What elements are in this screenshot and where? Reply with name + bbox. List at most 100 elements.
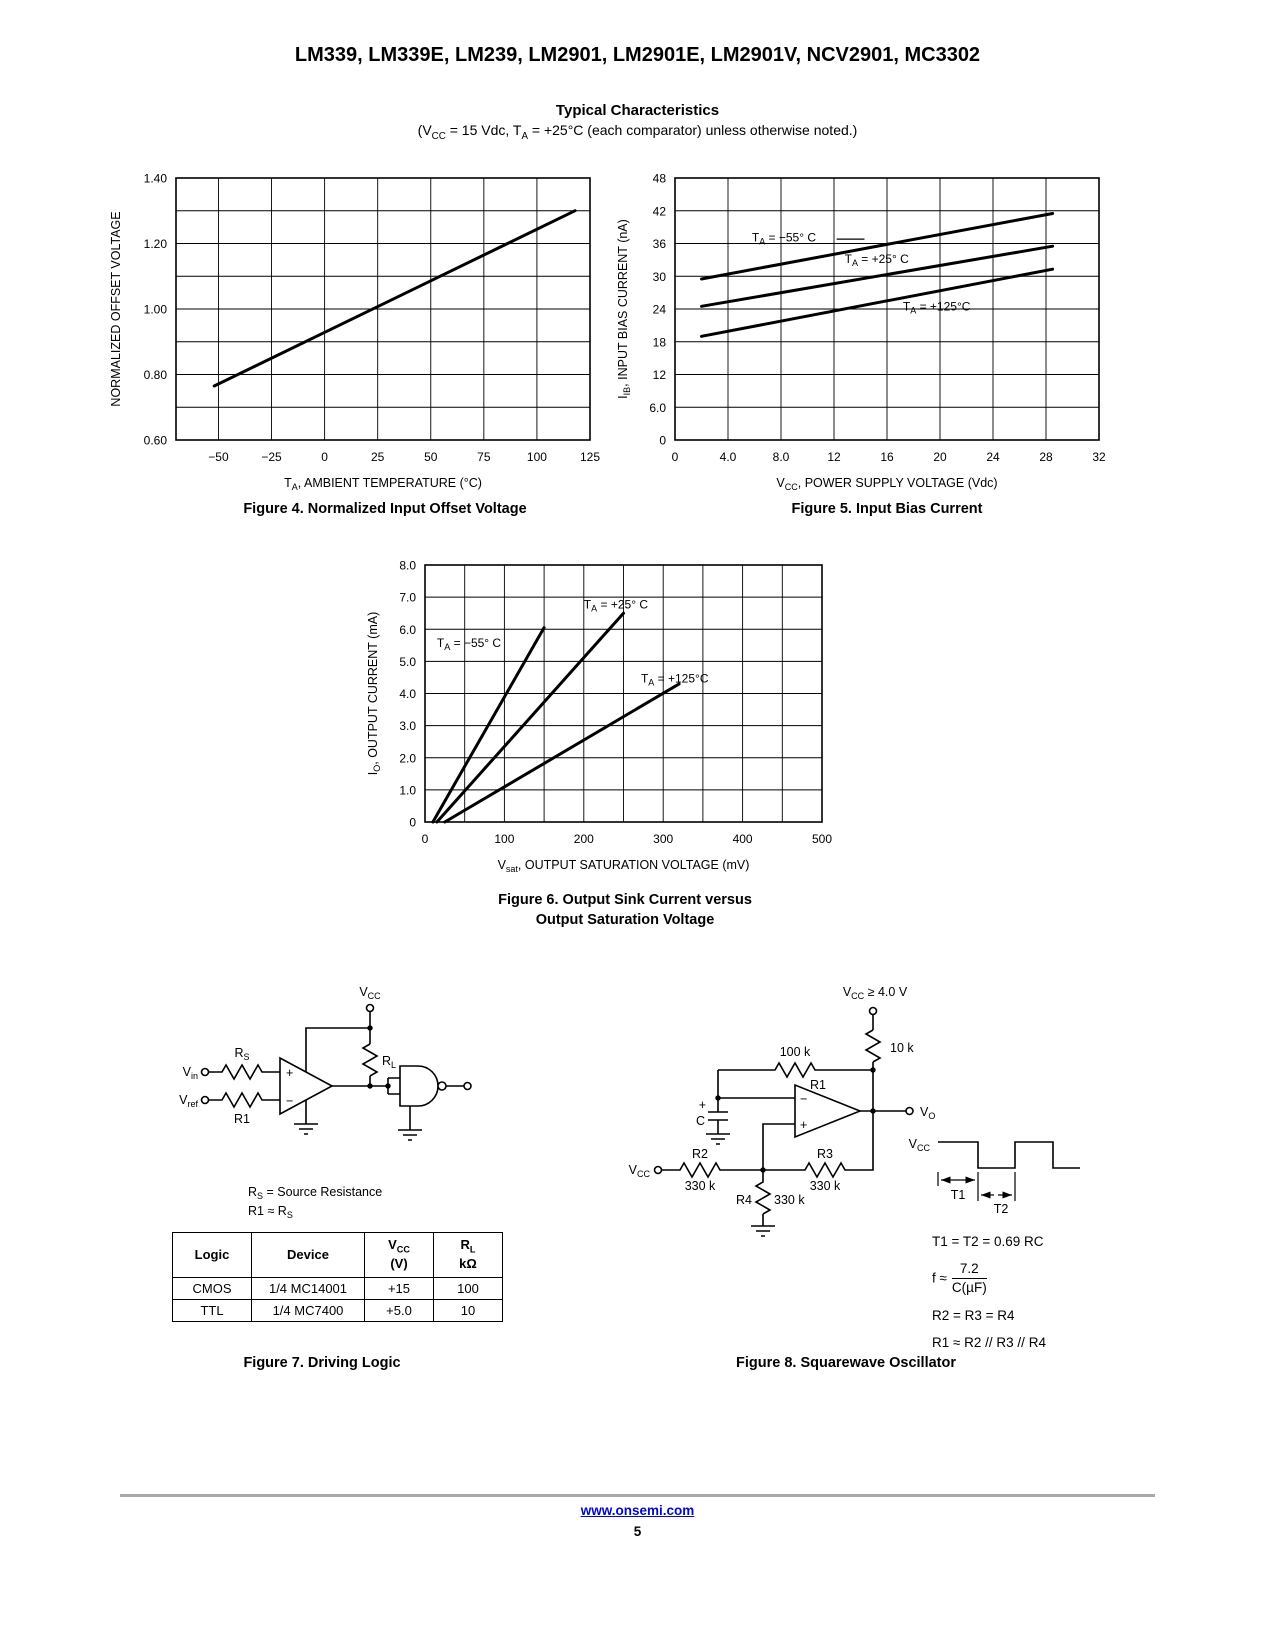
page-number: 5 xyxy=(633,1524,642,1539)
section-conditions: (VCC = 15 Vdc, TA = +25°C (each comparat… xyxy=(417,122,858,142)
feedback-resistor-r1: 100 k R1 xyxy=(717,1045,876,1098)
vcc-supply: VCC xyxy=(305,985,381,1072)
resistor-network: VCC R2 330 k R3 330 k R4 330 k xyxy=(629,1111,874,1237)
figure4-caption: Figure 4. Normalized Input Offset Voltag… xyxy=(243,501,527,517)
figure5-caption: Figure 5. Input Bias Current xyxy=(791,501,983,517)
driving-logic-table: Logic Device VCC (V) RL kΩ CMOS 1/4 MC1400… xyxy=(172,1232,503,1322)
capacitor-c: + C xyxy=(696,1098,730,1145)
vcc-supply: VCC ≥ 4.0 V xyxy=(843,985,908,1030)
svg-text:2.0: 2.0 xyxy=(399,751,416,765)
figure5-input-bias-current-chart: 0 4.0 8.0 12 16 20 24 28 32 0 6.0 12 18 24 30 36 42 48 TA … xyxy=(616,172,1106,493)
vo-label: VO xyxy=(920,1105,935,1121)
vcc-terminal xyxy=(365,1003,375,1013)
svg-text:TA = +25° C: TA = +25° C xyxy=(845,252,910,268)
svg-text:100: 100 xyxy=(527,450,547,464)
vin-terminal xyxy=(200,1067,210,1077)
svg-text:12: 12 xyxy=(827,450,841,464)
svg-text:125: 125 xyxy=(580,450,600,464)
r4-value: 330 k xyxy=(774,1193,805,1207)
t2-label: T2 xyxy=(994,1202,1009,1216)
svg-text:7.0: 7.0 xyxy=(399,591,416,605)
svg-text:300: 300 xyxy=(653,832,673,846)
table-header-row: Logic Device VCC (V) RL kΩ xyxy=(172,1232,503,1278)
svg-text:100: 100 xyxy=(494,832,514,846)
svg-text:VCC, POWER SUPPLY VOLTAGE (Vdc: VCC, POWER SUPPLY VOLTAGE (Vdc) xyxy=(776,476,997,492)
svg-text:TA = +125°C: TA = +125°C xyxy=(903,300,971,316)
vcc-supply-label: VCC ≥ 4.0 V xyxy=(843,985,908,1001)
svg-text:12: 12 xyxy=(653,368,667,382)
r1-label: R1 xyxy=(810,1078,826,1092)
vcc-label: VCC xyxy=(359,985,381,1001)
footer-divider xyxy=(120,1494,1155,1497)
svg-text:25: 25 xyxy=(371,450,385,464)
svg-text:8.0: 8.0 xyxy=(773,450,790,464)
opamp-symbol xyxy=(794,1083,863,1139)
col-header-vcc: VCC (V) xyxy=(364,1232,434,1278)
opamp: − + xyxy=(715,1083,863,1170)
svg-text:4.0: 4.0 xyxy=(720,450,737,464)
svg-text:0.60: 0.60 xyxy=(144,434,168,448)
plus-input-sign: + xyxy=(286,1066,293,1080)
svg-text:24: 24 xyxy=(986,450,1000,464)
100k-label: 100 k xyxy=(780,1045,811,1059)
r3-value: 330 k xyxy=(810,1179,841,1193)
rs-label: RS xyxy=(234,1046,249,1062)
r2-label: R2 xyxy=(692,1147,708,1161)
svg-text:−50: −50 xyxy=(208,450,229,464)
nand-gate-symbol xyxy=(399,1065,439,1107)
pullup-resistor-rl: RL xyxy=(361,1043,396,1086)
svg-text:32: 32 xyxy=(1092,450,1106,464)
vcc-left-label: VCC xyxy=(629,1163,651,1179)
svg-text:1.0: 1.0 xyxy=(399,783,416,797)
page-title: LM339, LM339E, LM239, LM2901, LM2901E, L… xyxy=(294,44,981,66)
output-waveform: VCC T1 T2 xyxy=(909,1137,1080,1216)
figure7-driving-logic-circuit: VCC RL Vin RS Vref R1 + − xyxy=(179,985,472,1220)
svg-text:8.0: 8.0 xyxy=(399,559,416,573)
footer: www.onsemi.com xyxy=(0,1502,1275,1520)
svg-text:TA = −55° C: TA = −55° C xyxy=(752,230,817,246)
svg-text:0: 0 xyxy=(422,832,429,846)
svg-text:4.0: 4.0 xyxy=(399,687,416,701)
svg-text:0: 0 xyxy=(672,450,679,464)
svg-text:6.0: 6.0 xyxy=(649,401,666,415)
capacitor-label: C xyxy=(696,1114,705,1128)
svg-text:50: 50 xyxy=(424,450,438,464)
col-header-rl: RL kΩ xyxy=(433,1232,503,1278)
svg-text:6.0: 6.0 xyxy=(399,623,416,637)
comparator-ground xyxy=(294,1100,318,1135)
svg-text:30: 30 xyxy=(653,270,667,284)
svg-text:42: 42 xyxy=(653,204,667,218)
r3-label: R3 xyxy=(817,1147,833,1161)
svg-text:400: 400 xyxy=(733,832,753,846)
plus-input-sign: + xyxy=(800,1118,807,1132)
vo-terminal xyxy=(905,1106,914,1116)
vin-input: Vin RS xyxy=(183,1046,280,1081)
svg-text:TA = +125°C: TA = +125°C xyxy=(641,671,709,687)
svg-text:IO, OUTPUT CURRENT (mA): IO, OUTPUT CURRENT (mA) xyxy=(366,612,382,776)
svg-text:28: 28 xyxy=(1039,450,1053,464)
pullup-resistor-10k: 10 k xyxy=(864,1029,914,1111)
equation-r1-parallel: R1 ≈ R2 // R3 // R4 xyxy=(932,1334,1046,1350)
note-source-resistance: RS = Source Resistance xyxy=(248,1185,382,1201)
figure6-caption: Figure 6. Output Sink Current versus Out… xyxy=(498,892,752,928)
vref-label: Vref xyxy=(179,1093,198,1109)
capacitor-polarity-sign: + xyxy=(699,1098,706,1112)
r1-label: R1 xyxy=(234,1112,250,1126)
minus-input-sign: − xyxy=(800,1092,807,1106)
nand-gate xyxy=(332,1065,472,1107)
table-row: CMOS 1/4 MC14001 +15 100 xyxy=(172,1277,503,1300)
t1-label: T1 xyxy=(951,1188,966,1202)
onsemi-link[interactable]: www.onsemi.com xyxy=(580,1503,695,1518)
svg-text:75: 75 xyxy=(477,450,491,464)
svg-text:TA = +25° C: TA = +25° C xyxy=(584,597,649,613)
r2-value: 330 k xyxy=(685,1179,716,1193)
svg-text:Vsat, OUTPUT SATURATION VOLTAG: Vsat, OUTPUT SATURATION VOLTAGE (mV) xyxy=(498,858,750,874)
figure8-squarewave-oscillator-circuit: VCC ≥ 4.0 V 10 k 100 k R1 − + + C xyxy=(629,985,1080,1237)
vref-terminal xyxy=(200,1095,210,1105)
output: VO xyxy=(860,1105,935,1121)
svg-text:TA = −55° C: TA = −55° C xyxy=(437,636,502,652)
note-r1: R1 ≈ RS xyxy=(248,1204,293,1220)
svg-text:0: 0 xyxy=(409,816,416,830)
oscillator-equations: T1 = T2 = 0.69 RC f ≈7.2 C(µF) R2 = R3 = … xyxy=(932,1234,1046,1362)
